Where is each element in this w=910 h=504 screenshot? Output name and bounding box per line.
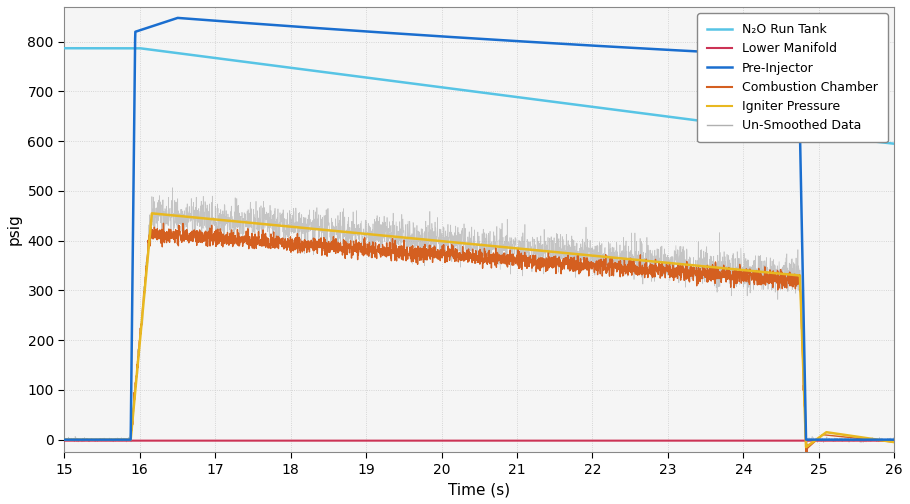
X-axis label: Time (s): Time (s) xyxy=(449,482,511,497)
Y-axis label: psig: psig xyxy=(7,214,22,245)
Legend: N₂O Run Tank, Lower Manifold, Pre-Injector, Combustion Chamber, Igniter Pressure: N₂O Run Tank, Lower Manifold, Pre-Inject… xyxy=(697,13,888,143)
